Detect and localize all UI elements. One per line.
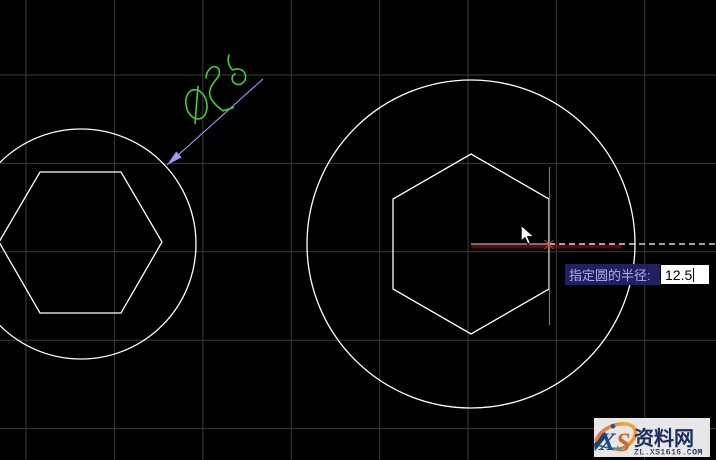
svg-text:X: X (598, 429, 617, 456)
svg-text:资料网: 资料网 (634, 426, 694, 450)
svg-text:t wodasd.com n: t wodasd.com n (629, 448, 692, 458)
